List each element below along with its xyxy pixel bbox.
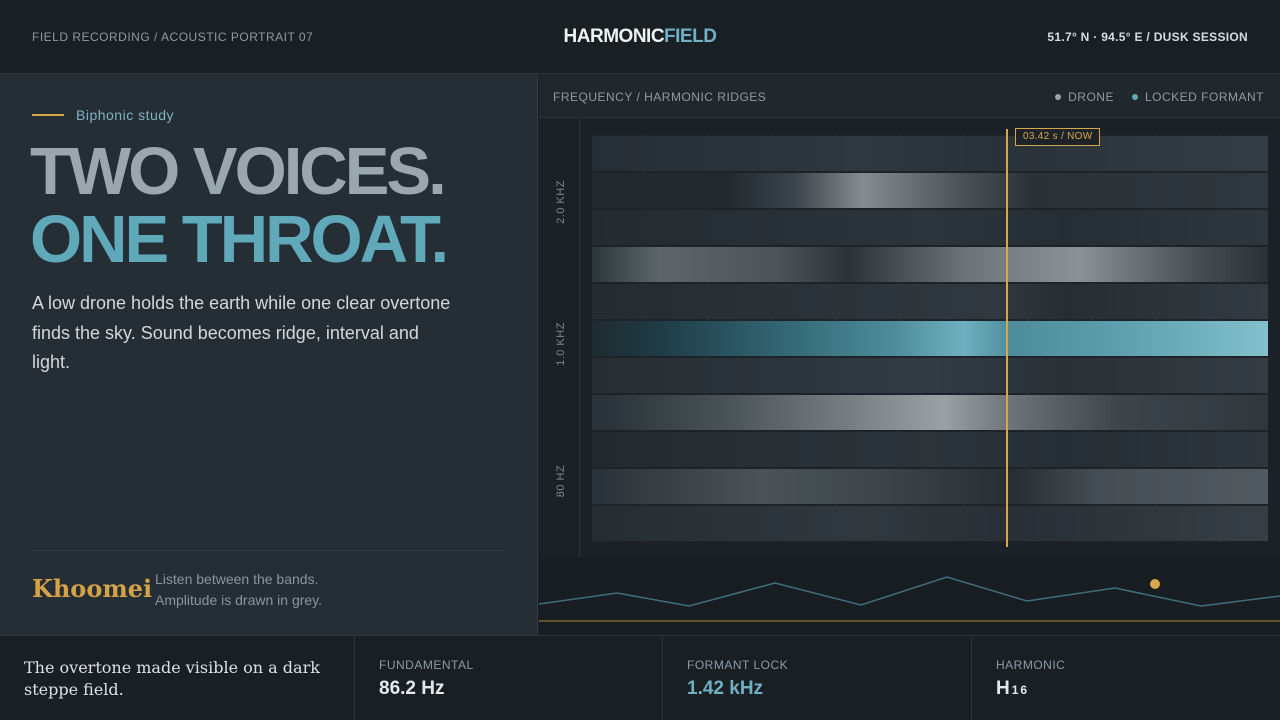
divider xyxy=(32,550,504,551)
harmonic-band xyxy=(592,136,1268,171)
amplitude-waveform xyxy=(539,576,1280,622)
harmonic-band xyxy=(592,506,1268,541)
legend-item-formant[interactable]: LOCKED FORMANT xyxy=(1131,90,1264,104)
harmonic-band xyxy=(592,432,1268,467)
headline-line-1: TWO VOICES. xyxy=(30,134,447,209)
legend-item-drone[interactable]: DRONE xyxy=(1055,90,1114,104)
spectrogram-panel: FREQUENCY / HARMONIC RIDGES DRONE LOCKED… xyxy=(539,74,1280,635)
legend-dot-icon xyxy=(1055,94,1062,100)
lede-paragraph: A low drone holds the earth while one cl… xyxy=(32,293,451,372)
stat-label: HARMONIC xyxy=(996,658,1066,672)
harmonic-band xyxy=(592,173,1268,208)
playhead-time-label: 03.42 s / NOW xyxy=(1015,128,1101,146)
playhead[interactable] xyxy=(1006,129,1008,547)
harmonic-band xyxy=(592,321,1268,356)
harmonic-band xyxy=(592,358,1268,393)
amplitude-line xyxy=(539,576,1280,607)
frequency-axis: 2.0 KHZ 1.0 KHZ 80 HZ xyxy=(539,119,580,557)
stat-value: H 16 xyxy=(996,678,1029,700)
harmonic-band xyxy=(592,469,1268,504)
stat-label: FUNDAMENTAL xyxy=(379,658,474,672)
eyebrow-text: Biphonic study xyxy=(76,107,175,123)
note-line-2: Amplitude is drawn in grey. xyxy=(155,592,323,608)
legend-label: LOCKED FORMANT xyxy=(1144,90,1264,104)
y-label-80hz: 80 HZ xyxy=(555,464,567,498)
legend-label: DRONE xyxy=(1068,90,1114,104)
panel-header: FREQUENCY / HARMONIC RIDGES DRONE LOCKED… xyxy=(539,74,1280,118)
harmonic-band xyxy=(592,247,1268,282)
logo-harmonic: HARMONIC xyxy=(563,26,665,47)
listening-note: Listen between the bands. Amplitude is d… xyxy=(155,569,322,611)
legend: DRONE LOCKED FORMANT xyxy=(1055,90,1264,104)
hero-panel: Biphonic study TWO VOICES. ONE THROAT. A… xyxy=(0,74,538,635)
stat-fundamental: FUNDAMENTAL 86.2 Hz xyxy=(354,636,662,720)
harmonic-letter: H xyxy=(996,678,1010,699)
footer-bar: The overtone made visible on a dark step… xyxy=(0,635,1280,720)
amplitude-marker-icon xyxy=(1150,579,1160,589)
footer-caption: The overtone made visible on a dark step… xyxy=(24,658,320,699)
stat-formant-lock: FORMANT LOCK 1.42 kHz xyxy=(662,636,971,720)
legend-dot-icon xyxy=(1131,94,1138,100)
stat-value: 1.42 kHz xyxy=(687,678,764,699)
panel-title: FREQUENCY / HARMONIC RIDGES xyxy=(553,90,767,104)
top-bar: FIELD RECORDING / ACOUSTIC PORTRAIT 07 H… xyxy=(0,0,1280,74)
eyebrow-rule xyxy=(32,114,64,116)
y-label-2khz: 2.0 KHZ xyxy=(555,180,567,224)
eyebrow: Biphonic study xyxy=(32,107,174,123)
signature: Khoomei xyxy=(32,574,153,603)
stat-value: 86.2 Hz xyxy=(379,678,445,699)
harmonic-band xyxy=(592,395,1268,430)
spectrogram[interactable]: 03.42 s / NOW xyxy=(592,128,1268,547)
stat-label: FORMANT LOCK xyxy=(687,658,789,672)
logo[interactable]: HARMONICFIELD xyxy=(0,26,1280,48)
logo-field: FIELD xyxy=(664,26,717,47)
harmonic-band xyxy=(592,210,1268,245)
y-label-1khz: 1.0 KHZ xyxy=(555,322,567,366)
headline-line-2: ONE THROAT. xyxy=(30,202,449,277)
session-label: FIELD RECORDING / ACOUSTIC PORTRAIT 07 xyxy=(32,30,314,44)
amplitude-strip xyxy=(539,558,1280,635)
stat-harmonic: HARMONIC H 16 xyxy=(971,636,1280,720)
location-label: 51.7° N · 94.5° E / DUSK SESSION xyxy=(1047,30,1248,44)
harmonic-band xyxy=(592,284,1268,319)
harmonic-number: 16 xyxy=(1011,683,1030,697)
note-line-1: Listen between the bands. xyxy=(155,571,319,587)
